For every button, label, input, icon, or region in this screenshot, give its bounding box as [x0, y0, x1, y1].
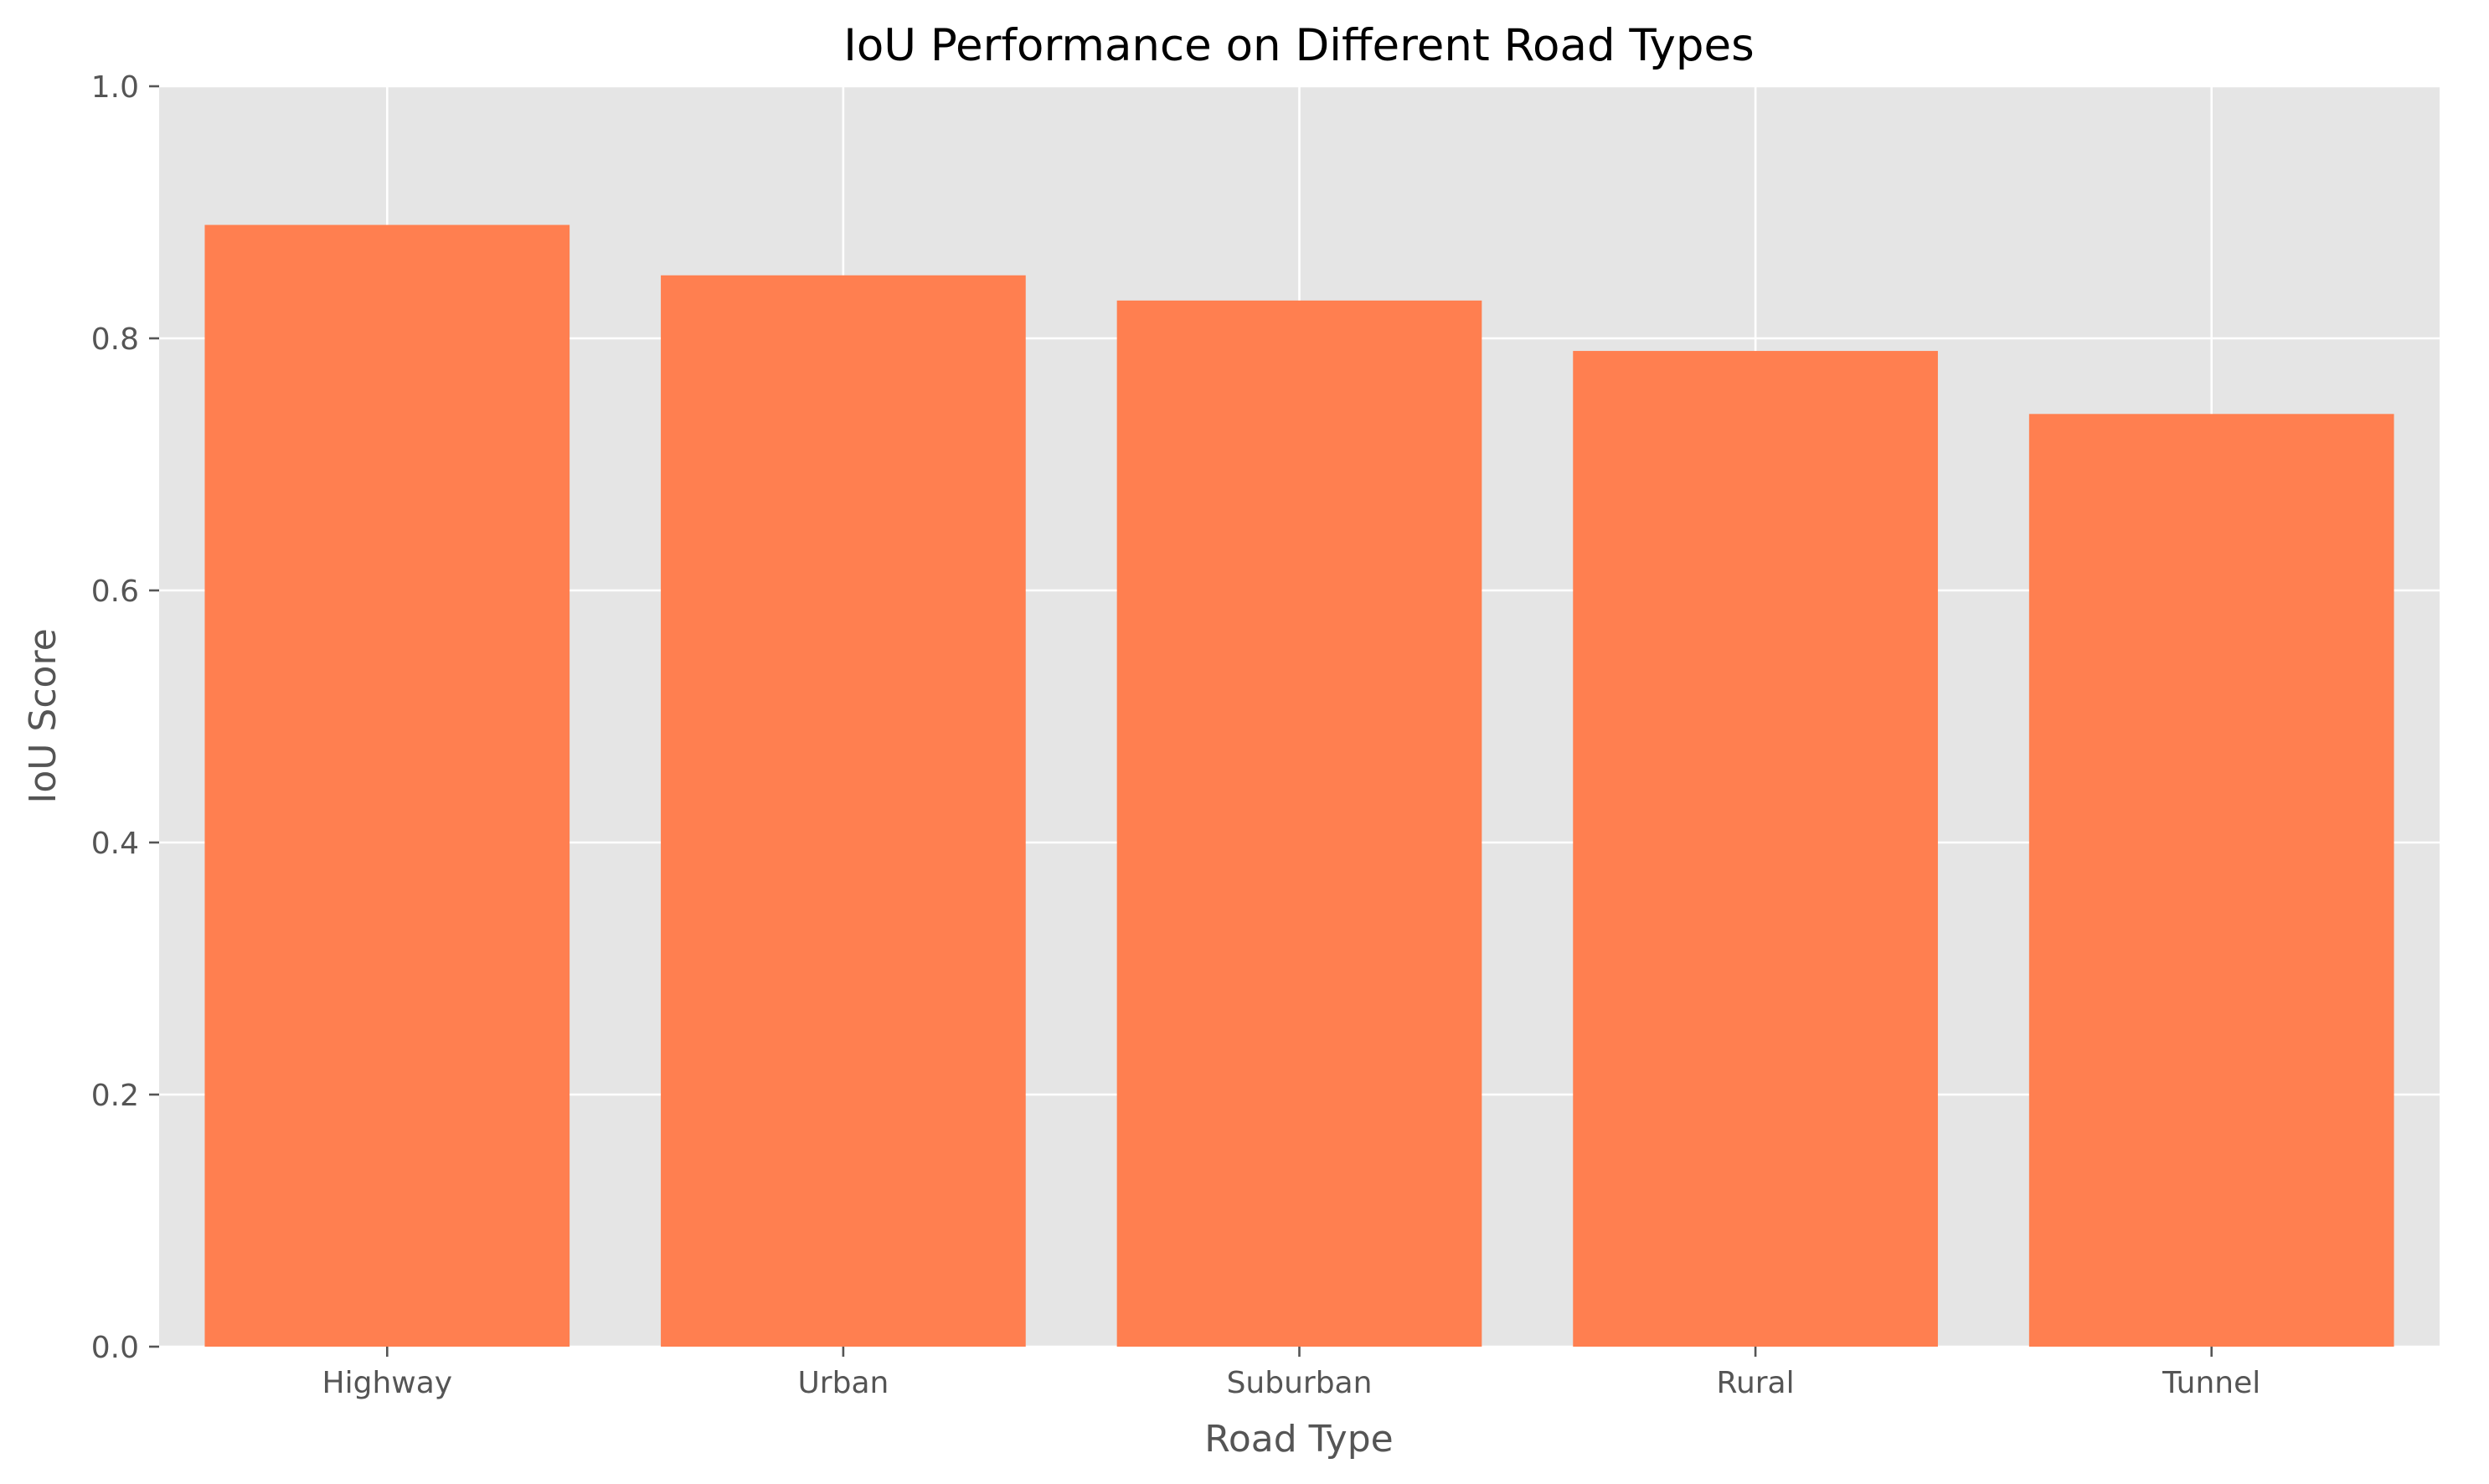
x-tick-label: Rural — [1717, 1366, 1795, 1400]
bar-suburban — [1116, 300, 1482, 1347]
y-tick-label: 0.0 — [91, 1331, 139, 1365]
bar-highway — [204, 224, 570, 1347]
axis-ticks: 0.0 0.2 0.4 0.6 0.8 1.0 Highway Urban Suburban Ru… — [91, 70, 2261, 1400]
y-tick-label: 0.6 — [91, 575, 139, 609]
y-tick-label: 0.8 — [91, 322, 139, 357]
x-tick-label: Highway — [322, 1366, 453, 1400]
x-tick-label: Urban — [797, 1366, 889, 1400]
y-tick-label: 1.0 — [91, 70, 139, 105]
bar-urban — [661, 275, 1026, 1347]
y-tick-label: 0.2 — [91, 1079, 139, 1113]
y-axis-label: IoU Score — [22, 628, 64, 803]
x-axis-label: Road Type — [1204, 1418, 1393, 1461]
bar-rural — [1573, 351, 1938, 1347]
bars — [204, 224, 2394, 1347]
x-tick-label: Tunnel — [2162, 1366, 2260, 1400]
chart-title: IoU Performance on Different Road Types — [843, 20, 1755, 71]
x-tick-label: Suburban — [1227, 1366, 1373, 1400]
y-tick-label: 0.4 — [91, 827, 139, 861]
bar-tunnel — [2028, 414, 2394, 1347]
